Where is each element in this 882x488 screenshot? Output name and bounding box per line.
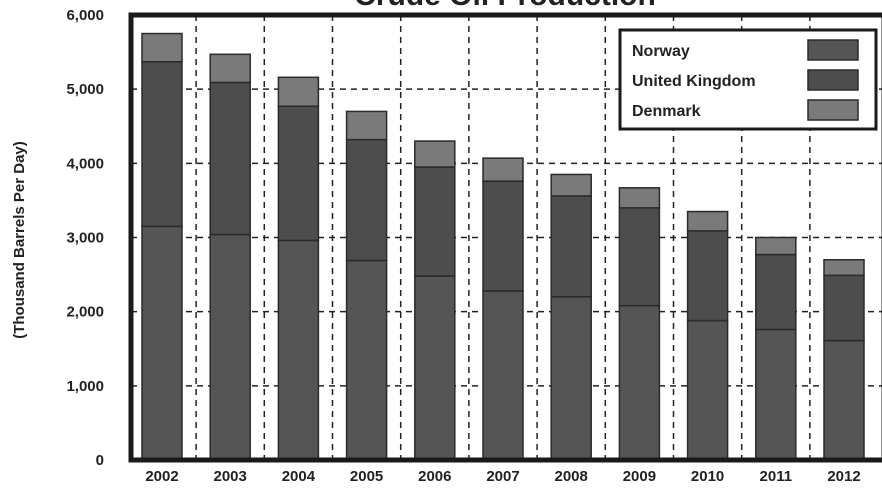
y-tick-label: 3,000 (66, 230, 104, 247)
bar-segment (483, 291, 523, 460)
bar-segment (278, 240, 318, 460)
bar-segment (619, 208, 659, 306)
bar-segment (756, 329, 796, 460)
bar-segment (619, 306, 659, 460)
bar-segment (415, 141, 455, 167)
bar-segment (278, 77, 318, 106)
x-tick-label: 2007 (486, 468, 519, 485)
legend-label: Denmark (632, 103, 701, 120)
bar-segment (688, 321, 728, 460)
bar-segment (415, 167, 455, 276)
x-tick-label: 2006 (418, 468, 451, 485)
bar-segment (688, 212, 728, 231)
bar-segment (483, 181, 523, 291)
y-axis-label: (Thousand Barrels Per Day) (11, 141, 28, 339)
y-tick-label: 6,000 (66, 7, 104, 24)
bar-segment (551, 196, 591, 297)
y-tick-label: 4,000 (66, 155, 104, 172)
bar-segment (210, 54, 250, 82)
bar-segment (347, 140, 387, 261)
y-tick-labels: 0 1,000 2,000 3,000 4,000 5,000 6,000 (66, 7, 104, 469)
bar-segment (278, 106, 318, 240)
y-tick-label: 5,000 (66, 81, 104, 98)
chart-title: Crude Oil Production (354, 0, 656, 12)
bar-segment (551, 174, 591, 196)
x-tick-label: 2002 (145, 468, 178, 485)
y-tick-label: 1,000 (66, 378, 104, 395)
bar-segment (210, 235, 250, 460)
legend-label: Norway (632, 43, 690, 60)
x-tick-label: 2008 (555, 468, 588, 485)
x-tick-labels: 2002 2003 2004 2005 2006 2007 2008 2009 2010 2011… (145, 468, 860, 485)
bar-segment (142, 34, 182, 62)
x-tick-label: 2005 (350, 468, 383, 485)
bar-segment (347, 111, 387, 139)
bar-segment (824, 341, 864, 460)
y-tick-label: 2,000 (66, 304, 104, 321)
bar-segment (688, 231, 728, 321)
bar-segment (756, 238, 796, 255)
x-tick-label: 2012 (827, 468, 860, 485)
bar-segment (619, 188, 659, 208)
bar-segment (824, 275, 864, 340)
x-tick-label: 2010 (691, 468, 724, 485)
bar-segment (824, 260, 864, 276)
bar-segment (551, 297, 591, 460)
bar-segment (210, 82, 250, 234)
bar-segment (142, 226, 182, 460)
x-tick-label: 2004 (282, 468, 316, 485)
bar-segment (142, 62, 182, 227)
legend-label: United Kingdom (632, 73, 756, 90)
legend-swatch (808, 70, 858, 90)
legend-swatch (808, 100, 858, 120)
x-tick-label: 2003 (214, 468, 247, 485)
legend: Norway United Kingdom Denmark (620, 30, 876, 129)
bar-segment (756, 255, 796, 330)
bar-segment (415, 276, 455, 460)
x-tick-label: 2009 (623, 468, 656, 485)
bar-segment (347, 260, 387, 460)
x-tick-label: 2011 (760, 468, 793, 485)
legend-swatch (808, 40, 858, 60)
y-tick-label: 0 (96, 452, 104, 469)
bar-segment (483, 158, 523, 181)
